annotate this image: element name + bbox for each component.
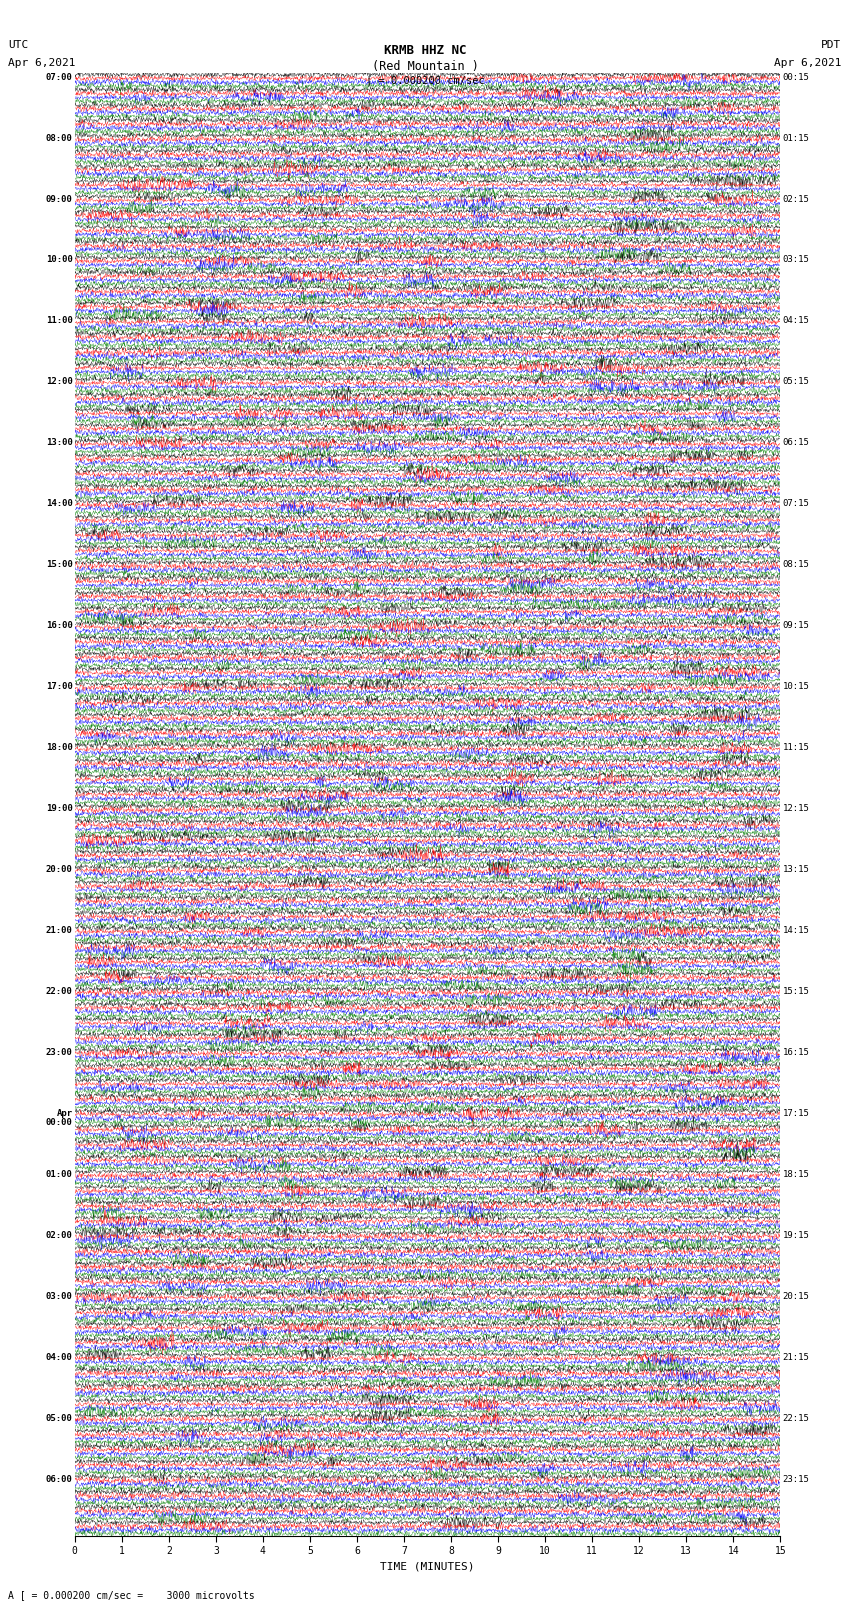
Text: 22:00: 22:00 (46, 987, 73, 995)
Text: 18:00: 18:00 (46, 744, 73, 752)
Text: 10:00: 10:00 (46, 255, 73, 265)
Text: 03:00: 03:00 (46, 1292, 73, 1300)
Text: 14:00: 14:00 (46, 500, 73, 508)
Text: 16:00: 16:00 (46, 621, 73, 631)
Text: 23:00: 23:00 (46, 1048, 73, 1057)
Text: 22:15: 22:15 (782, 1413, 809, 1423)
Text: 03:15: 03:15 (782, 255, 809, 265)
Text: Apr 6,2021: Apr 6,2021 (774, 58, 842, 68)
Text: 23:15: 23:15 (782, 1474, 809, 1484)
Text: 20:00: 20:00 (46, 865, 73, 874)
Text: 00:15: 00:15 (782, 73, 809, 82)
Text: 07:00: 07:00 (46, 73, 73, 82)
Text: 08:15: 08:15 (782, 560, 809, 569)
Text: 09:15: 09:15 (782, 621, 809, 631)
Text: UTC: UTC (8, 40, 29, 50)
Text: | = 0.000200 cm/sec: | = 0.000200 cm/sec (366, 76, 484, 87)
Text: PDT: PDT (821, 40, 842, 50)
Text: 20:15: 20:15 (782, 1292, 809, 1300)
Text: 11:15: 11:15 (782, 744, 809, 752)
Text: 21:00: 21:00 (46, 926, 73, 936)
Text: 04:00: 04:00 (46, 1353, 73, 1361)
Text: 15:15: 15:15 (782, 987, 809, 995)
Text: 06:00: 06:00 (46, 1474, 73, 1484)
Text: 17:00: 17:00 (46, 682, 73, 690)
Text: 04:15: 04:15 (782, 316, 809, 326)
Text: Apr
00:00: Apr 00:00 (46, 1108, 73, 1127)
Text: 10:15: 10:15 (782, 682, 809, 690)
Text: 06:15: 06:15 (782, 439, 809, 447)
Text: 11:00: 11:00 (46, 316, 73, 326)
Text: 19:00: 19:00 (46, 805, 73, 813)
Text: 15:00: 15:00 (46, 560, 73, 569)
Text: (Red Mountain ): (Red Mountain ) (371, 60, 479, 73)
Text: 02:00: 02:00 (46, 1231, 73, 1240)
Text: 12:00: 12:00 (46, 377, 73, 387)
Text: 16:15: 16:15 (782, 1048, 809, 1057)
Text: 05:15: 05:15 (782, 377, 809, 387)
Text: A [ = 0.000200 cm/sec =    3000 microvolts: A [ = 0.000200 cm/sec = 3000 microvolts (8, 1590, 255, 1600)
X-axis label: TIME (MINUTES): TIME (MINUTES) (380, 1561, 475, 1571)
Text: KRMB HHZ NC: KRMB HHZ NC (383, 44, 467, 56)
Text: 02:15: 02:15 (782, 195, 809, 203)
Text: 21:15: 21:15 (782, 1353, 809, 1361)
Text: 13:15: 13:15 (782, 865, 809, 874)
Text: Apr 6,2021: Apr 6,2021 (8, 58, 76, 68)
Text: 19:15: 19:15 (782, 1231, 809, 1240)
Text: 09:00: 09:00 (46, 195, 73, 203)
Text: 08:00: 08:00 (46, 134, 73, 142)
Text: 12:15: 12:15 (782, 805, 809, 813)
Text: 01:00: 01:00 (46, 1169, 73, 1179)
Text: 13:00: 13:00 (46, 439, 73, 447)
Text: 14:15: 14:15 (782, 926, 809, 936)
Text: 01:15: 01:15 (782, 134, 809, 142)
Text: 17:15: 17:15 (782, 1108, 809, 1118)
Text: 18:15: 18:15 (782, 1169, 809, 1179)
Text: 05:00: 05:00 (46, 1413, 73, 1423)
Text: 07:15: 07:15 (782, 500, 809, 508)
